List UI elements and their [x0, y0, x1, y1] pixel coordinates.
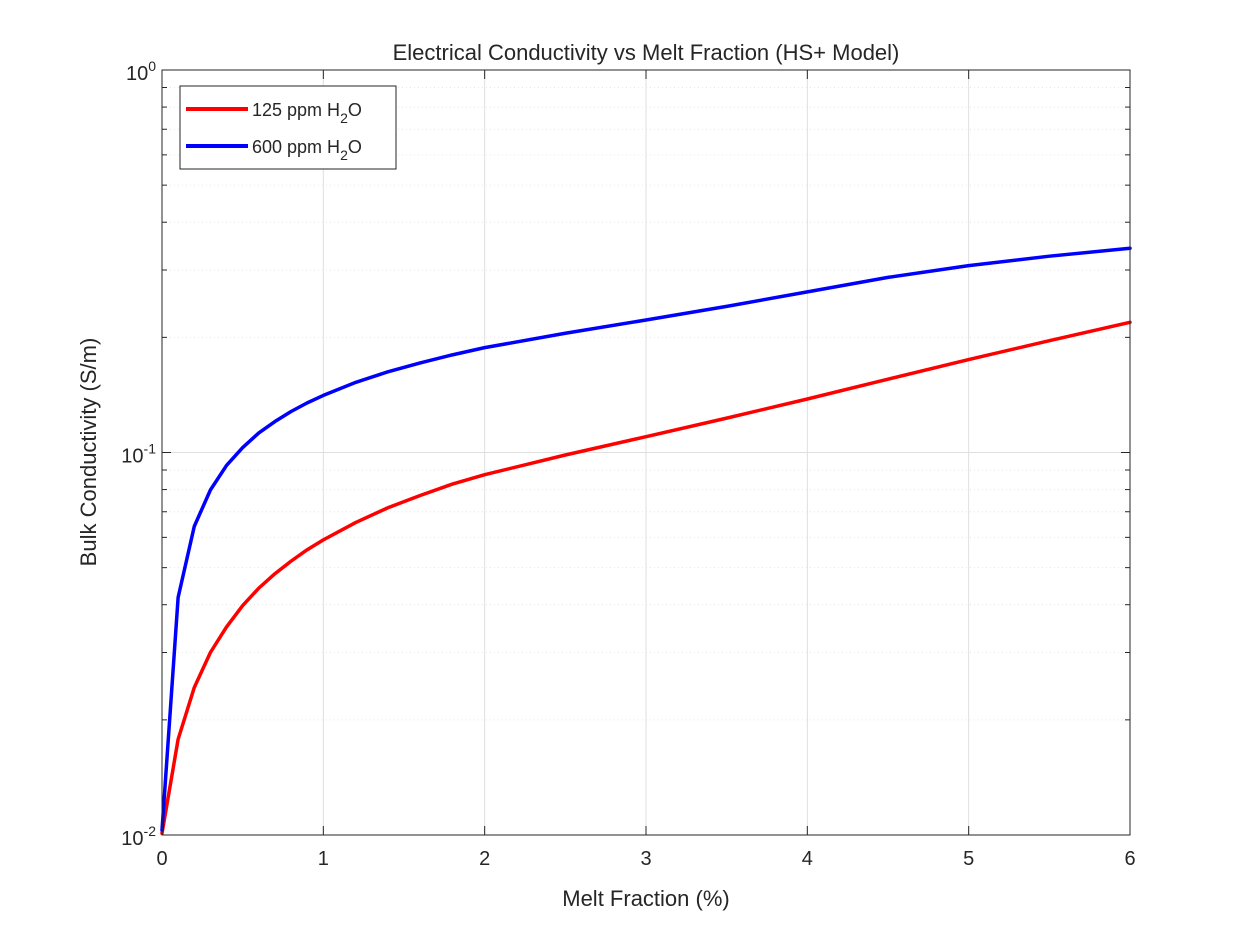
ticks — [161, 70, 1131, 836]
x-tick-label: 1 — [318, 848, 329, 870]
y-axis-label: Bulk Conductivity (S/m) — [76, 338, 101, 567]
x-tick-label: 6 — [1124, 848, 1135, 870]
y-tick-label: 100 — [126, 58, 156, 85]
x-tick-label: 5 — [963, 848, 974, 870]
x-tick-label: 4 — [802, 848, 813, 870]
legend: 125 ppm H2O 600 ppm H2O — [179, 85, 397, 170]
x-axis-label: Melt Fraction (%) — [562, 886, 729, 911]
legend-entry-600ppm: 600 ppm H2O — [252, 137, 362, 163]
grid — [162, 70, 1130, 835]
x-tick-labels: 0 1 2 3 4 5 6 — [156, 848, 1135, 870]
x-tick-label: 3 — [640, 848, 651, 870]
y-tick-label: 10-2 — [121, 823, 156, 850]
y-tick-labels: 10-2 10-1 100 — [121, 58, 156, 850]
y-tick-label: 10-1 — [121, 441, 156, 468]
legend-box — [179, 85, 397, 170]
series-line-0 — [160, 320, 1132, 836]
legend-entry-125ppm: 125 ppm H2O — [252, 100, 362, 126]
series-line-1 — [160, 246, 1132, 832]
x-tick-label: 0 — [156, 848, 167, 870]
series-lines — [160, 246, 1132, 836]
x-tick-label: 2 — [479, 848, 490, 870]
chart-title: Electrical Conductivity vs Melt Fraction… — [393, 40, 900, 65]
